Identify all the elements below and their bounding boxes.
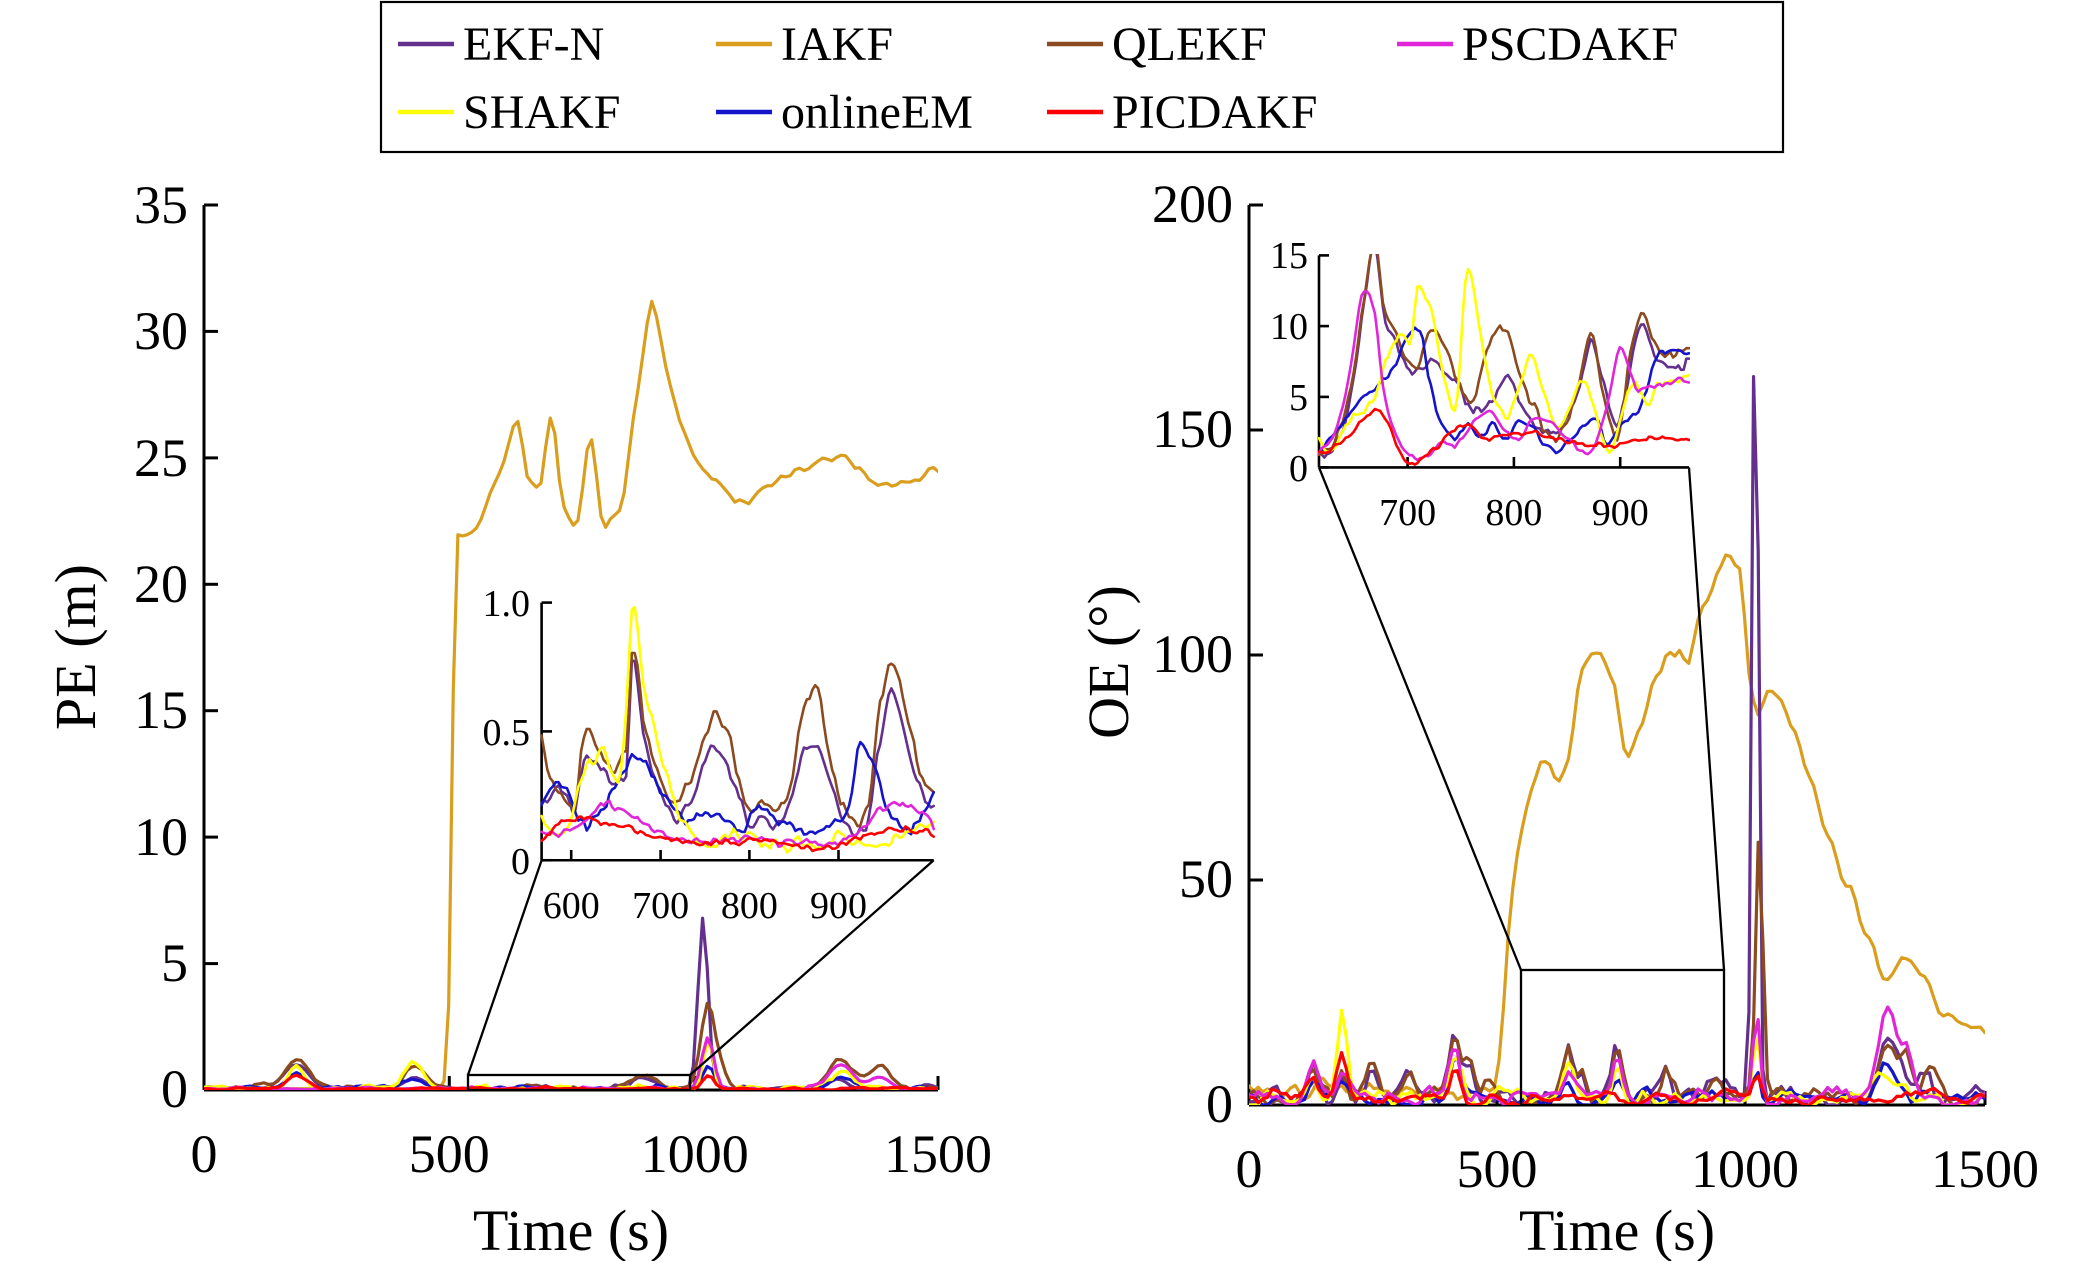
svg-text:900: 900 [810,885,867,927]
svg-text:20: 20 [134,554,188,614]
svg-text:500: 500 [409,1124,490,1184]
svg-text:0: 0 [1206,1074,1233,1134]
svg-text:5: 5 [161,933,188,993]
svg-text:Time (s): Time (s) [473,1198,669,1261]
svg-text:Time (s): Time (s) [1519,1198,1715,1261]
svg-text:0: 0 [511,841,530,883]
svg-text:10: 10 [1270,306,1308,348]
svg-text:PICDAKF: PICDAKF [1112,86,1317,139]
svg-text:0.5: 0.5 [483,712,531,754]
svg-text:700: 700 [1379,492,1436,534]
svg-text:150: 150 [1152,399,1233,459]
svg-text:800: 800 [1485,492,1542,534]
svg-text:100: 100 [1152,624,1233,684]
svg-text:1500: 1500 [884,1124,992,1184]
svg-text:QLEKF: QLEKF [1112,18,1267,71]
svg-text:600: 600 [543,885,600,927]
svg-text:200: 200 [1152,174,1233,234]
svg-text:1000: 1000 [1691,1139,1799,1199]
svg-text:1000: 1000 [641,1124,749,1184]
svg-text:25: 25 [134,428,188,488]
svg-text:5: 5 [1289,377,1308,419]
svg-text:1500: 1500 [1931,1139,2039,1199]
svg-text:50: 50 [1179,849,1233,909]
svg-text:IAKF: IAKF [781,18,893,71]
svg-text:800: 800 [721,885,778,927]
svg-text:500: 500 [1457,1139,1538,1199]
svg-text:OE (°): OE (°) [1076,585,1141,739]
svg-text:900: 900 [1592,492,1649,534]
svg-text:SHAKF: SHAKF [463,86,620,139]
svg-text:EKF-N: EKF-N [463,18,604,71]
svg-text:700: 700 [632,885,689,927]
svg-text:30: 30 [134,301,188,361]
svg-text:PE (m): PE (m) [43,564,108,730]
svg-text:onlineEM: onlineEM [781,86,973,139]
svg-text:15: 15 [1270,235,1308,277]
svg-text:15: 15 [134,680,188,740]
svg-text:0: 0 [191,1124,218,1184]
svg-text:0: 0 [161,1059,188,1119]
svg-text:0: 0 [1236,1139,1263,1199]
svg-text:35: 35 [134,175,188,235]
svg-text:10: 10 [134,807,188,867]
svg-text:0: 0 [1289,448,1308,490]
svg-text:PSCDAKF: PSCDAKF [1462,18,1678,71]
svg-text:1.0: 1.0 [483,583,531,625]
